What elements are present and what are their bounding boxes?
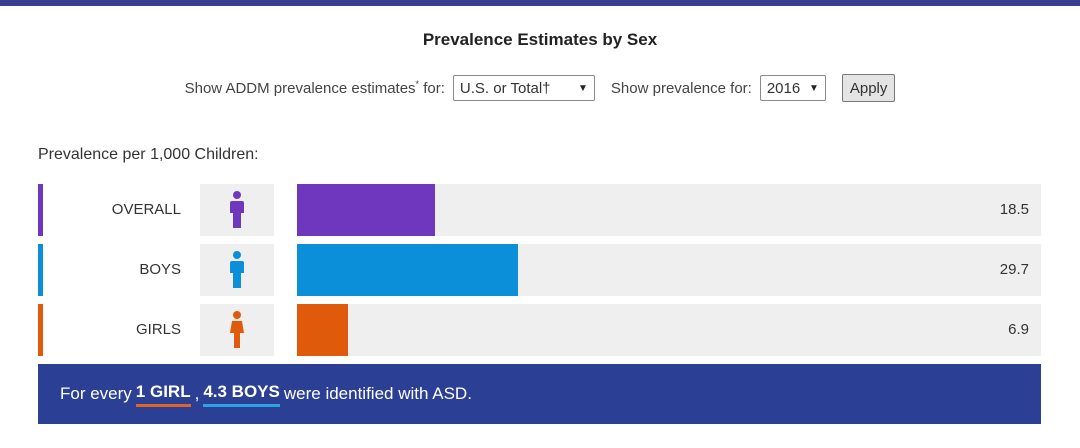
bar-girls [297,304,348,356]
region-select-value: U.S. or Total† [459,79,551,97]
category-label: BOYS [139,261,181,278]
person-icon [200,184,274,236]
bar-track: 18.5 [297,184,1041,236]
bar-track: 29.7 [297,244,1041,296]
year-label: Show prevalence for: [610,79,752,97]
chart-row-girls: GIRLS 6.9 [38,304,1041,356]
banner-prefix: For every [60,384,132,403]
filter-controls: Show ADDM prevalence estimates* for: U.S… [0,74,1080,102]
banner-girl-count: 1 GIRL [135,382,191,407]
page-title: Prevalence Estimates by Sex [422,30,658,49]
region-label-text: Show ADDM prevalence estimates [184,80,416,97]
bar-track: 6.9 [297,304,1041,356]
category-label: GIRLS [135,321,181,338]
category-label: OVERALL [111,201,181,218]
region-select[interactable]: U.S. or Total† ▼ [452,75,595,101]
footnote-mark: * [415,79,420,89]
value-label: 6.9 [1008,321,1029,338]
value-label: 18.5 [999,201,1029,218]
female-person-icon [200,304,274,356]
value-label: 29.7 [999,261,1029,278]
chart-subtitle: Prevalence per 1,000 Children: [38,146,259,163]
region-label-suffix: for: [423,80,445,97]
region-label: Show ADDM prevalence estimates* for: [185,79,445,97]
banner-separator: , [194,384,200,403]
bar-overall [297,184,435,236]
chevron-down-icon: ▼ [578,82,588,94]
chart-row-boys: BOYS 29.7 [38,244,1041,296]
ratio-banner: For every 1 GIRL, 4.3 BOYS were identifi… [38,364,1041,424]
male-person-icon [200,244,274,296]
chevron-down-icon: ▼ [808,82,819,94]
row-accent [38,304,43,356]
year-select-value: 2016 [766,79,801,97]
banner-suffix: were identified with ASD. [283,384,472,403]
row-accent [38,244,43,296]
chart-row-overall: OVERALL 18.5 [38,184,1041,236]
year-select[interactable]: 2016 ▼ [759,75,826,101]
row-accent [38,184,43,236]
top-rule [0,0,1080,6]
bar-boys [297,244,518,296]
banner-boys-count: 4.3 BOYS [203,382,280,407]
apply-button[interactable]: Apply [841,74,896,102]
